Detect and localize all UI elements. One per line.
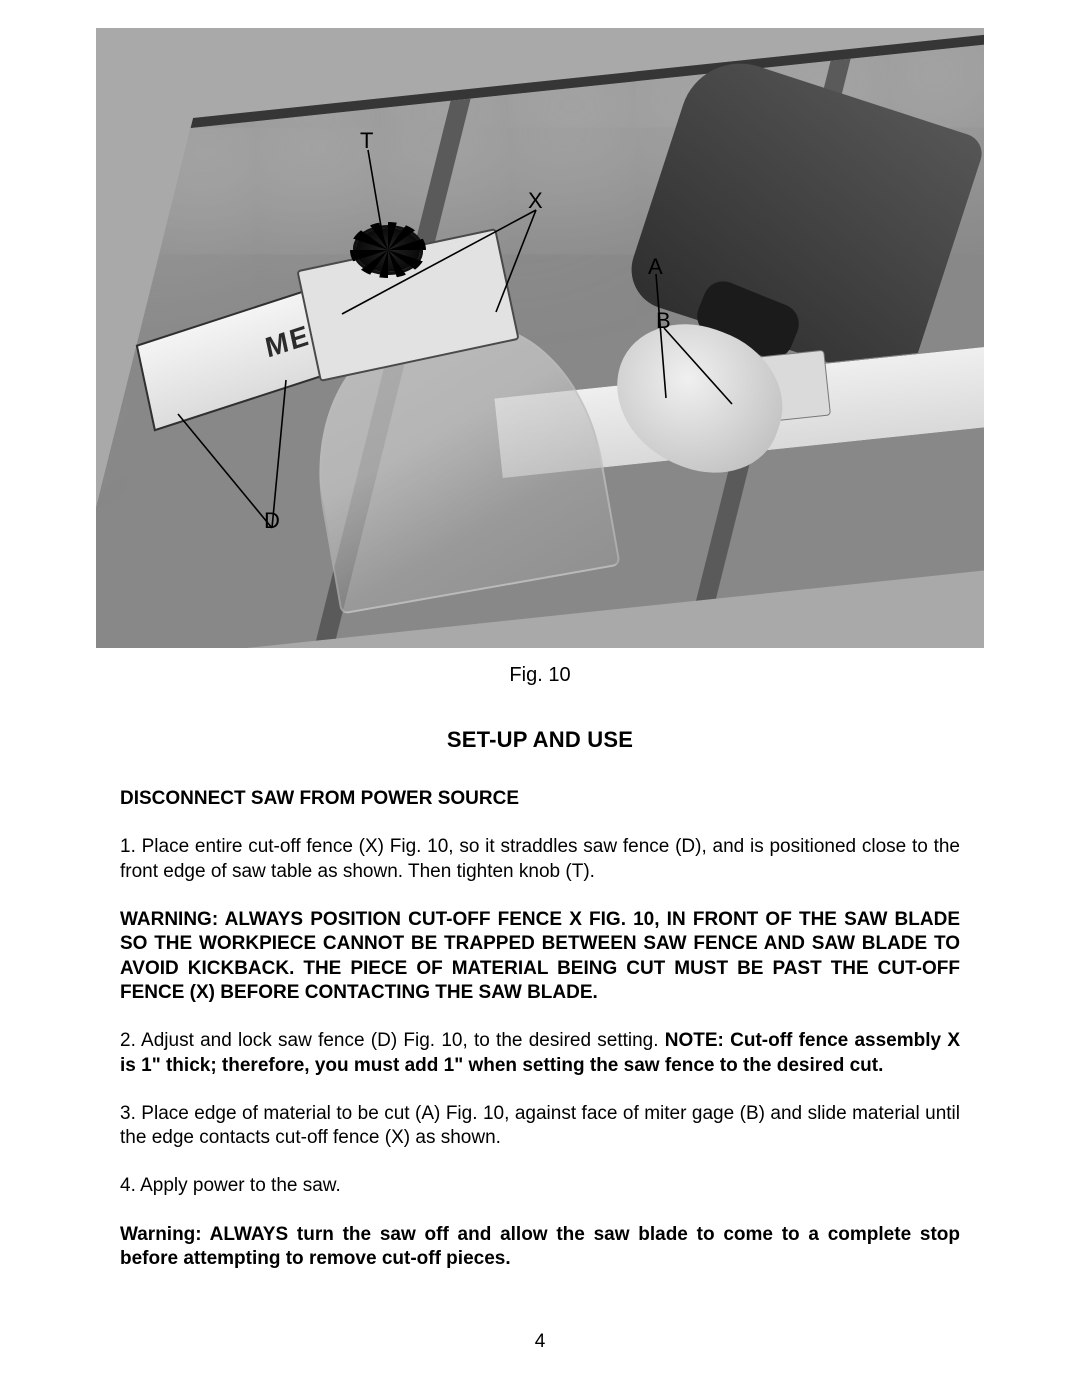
callout-D: D <box>264 508 280 534</box>
figure-area: MEYER T X A B D Fig. 10 <box>96 28 984 687</box>
instruction-content: DISCONNECT SAW FROM POWER SOURCE 1. Plac… <box>120 787 960 1271</box>
step-2: 2. Adjust and lock saw fence (D) Fig. 10… <box>120 1029 960 1078</box>
callout-T: T <box>360 128 373 154</box>
figure-caption: Fig. 10 <box>96 664 984 687</box>
page-number: 4 <box>0 1331 1080 1383</box>
subtitle-disconnect: DISCONNECT SAW FROM POWER SOURCE <box>120 787 960 811</box>
step-3: 3. Place edge of material to be cut (A) … <box>120 1102 960 1151</box>
callout-A: A <box>648 254 663 280</box>
figure-frame: MEYER T X A B D <box>96 28 984 648</box>
step-2-plain: 2. Adjust and lock saw fence (D) Fig. 10… <box>120 1030 665 1051</box>
section-title: SET-UP AND USE <box>0 727 1080 753</box>
callout-X: X <box>528 188 543 214</box>
manual-page: MEYER T X A B D Fig. 10 SET-UP <box>0 28 1080 1383</box>
step-1: 1. Place entire cut-off fence (X) Fig. 1… <box>120 835 960 884</box>
warning-2: Warning: ALWAYS turn the saw off and all… <box>120 1223 960 1272</box>
tightening-knob <box>356 228 420 272</box>
callout-B: B <box>656 308 671 334</box>
step-4: 4. Apply power to the saw. <box>120 1174 960 1198</box>
warning-1: WARNING: ALWAYS POSITION CUT-OFF FENCE X… <box>120 908 960 1005</box>
